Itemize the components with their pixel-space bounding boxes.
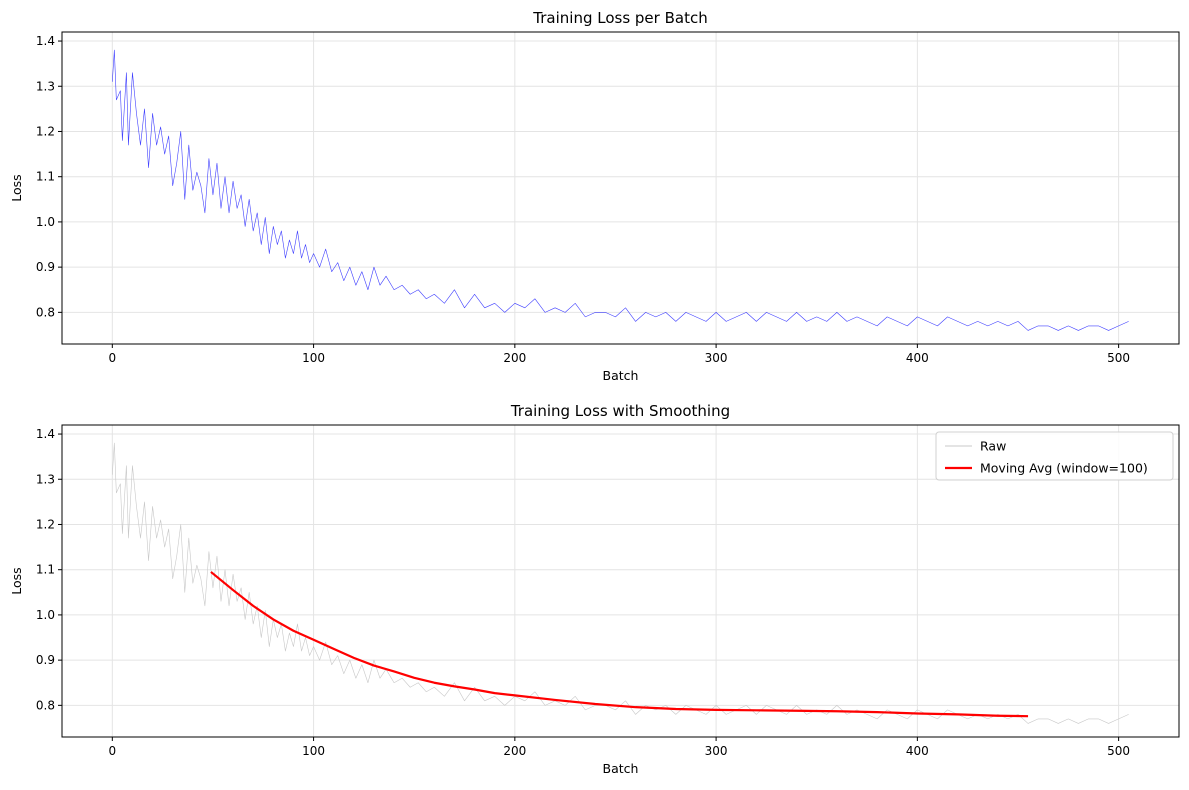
x-tick-label: 500 [1107, 744, 1130, 758]
y-tick-label: 0.8 [36, 305, 55, 319]
x-tick-label: 0 [108, 351, 116, 365]
y-tick-label: 1.3 [36, 472, 55, 486]
axes-frame [61, 31, 1180, 345]
y-tick-label: 1.3 [36, 79, 55, 93]
x-axis-label: Batch [603, 761, 639, 776]
x-tick-label: 0 [108, 744, 116, 758]
y-axis-label: Loss [9, 174, 24, 201]
y-axis-ticks: 0.8 0.9 1.0 1.1 1.2 1.3 1.4 [36, 427, 62, 712]
y-tick-label: 1.1 [36, 170, 55, 184]
y-tick-label: 1.0 [36, 215, 55, 229]
axes-frame [61, 424, 1180, 738]
chart-title: Training Loss per Batch [532, 9, 707, 27]
legend: Raw Moving Avg (window=100) [935, 431, 1174, 481]
y-tick-label: 0.9 [36, 260, 55, 274]
series-group [112, 442, 1129, 724]
x-tick-label: 400 [906, 744, 929, 758]
legend-box [935, 431, 1174, 481]
x-tick-label: 300 [705, 351, 728, 365]
x-tick-label: 100 [302, 351, 325, 365]
x-axis-ticks: 0 100 200 300 400 500 [108, 737, 1130, 758]
series-line-loss [112, 49, 1129, 331]
series-group [112, 49, 1129, 331]
chart-title: Training Loss with Smoothing [510, 402, 730, 420]
x-tick-label: 500 [1107, 351, 1130, 365]
y-tick-label: 0.9 [36, 653, 55, 667]
y-tick-label: 1.2 [36, 124, 55, 138]
legend-label-moving-avg: Moving Avg (window=100) [980, 461, 1148, 476]
y-tick-label: 1.4 [36, 427, 55, 441]
x-tick-label: 200 [503, 351, 526, 365]
grid-lines [62, 32, 1179, 344]
y-axis-label: Loss [9, 567, 24, 594]
series-line-moving-avg-window-100 [210, 571, 1029, 718]
y-tick-label: 1.0 [36, 608, 55, 622]
legend-label-raw: Raw [980, 439, 1006, 454]
x-tick-label: 100 [302, 744, 325, 758]
x-axis-label: Batch [603, 368, 639, 383]
x-tick-label: 200 [503, 744, 526, 758]
y-tick-label: 1.2 [36, 517, 55, 531]
chart-training-loss-with-smoothing: 0 100 200 300 400 500 0.8 0.9 1.0 1.1 1.2 1.3 1.4 T… [9, 402, 1180, 776]
y-tick-label: 1.1 [36, 563, 55, 577]
chart-training-loss-per-batch: 0 100 200 300 400 500 0.8 0.9 1.0 1.1 1.2 1.3 1.4 T… [9, 9, 1180, 383]
y-tick-label: 1.4 [36, 34, 55, 48]
x-tick-label: 300 [705, 744, 728, 758]
y-axis-ticks: 0.8 0.9 1.0 1.1 1.2 1.3 1.4 [36, 34, 62, 319]
x-axis-ticks: 0 100 200 300 400 500 [108, 344, 1130, 365]
x-tick-label: 400 [906, 351, 929, 365]
y-tick-label: 0.8 [36, 698, 55, 712]
